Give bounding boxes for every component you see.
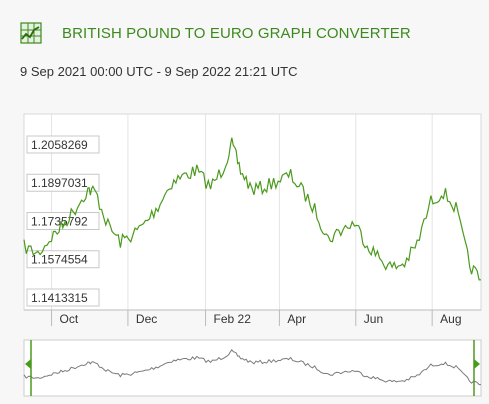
svg-text:1.1413315: 1.1413315 [31,291,88,305]
y-tick-label: 1.1735792 [26,212,100,230]
navigator-left-handle[interactable] [25,340,32,396]
date-range: 9 Sep 2021 00:00 UTC - 9 Sep 2022 21:21 … [20,64,298,79]
navigator-right-handle[interactable] [473,340,480,396]
chart-grid-icon [20,22,42,44]
x-tick-label: Dec [136,312,157,326]
x-tick-label: Feb 22 [214,312,252,326]
y-tick-label: 1.2058269 [26,135,100,154]
y-tick-label: 1.1413315 [26,288,100,307]
svg-text:1.1574554: 1.1574554 [31,253,88,267]
svg-text:1.1735792: 1.1735792 [31,215,88,229]
header: BRITISH POUND TO EURO GRAPH CONVERTER [20,22,411,44]
page-title: BRITISH POUND TO EURO GRAPH CONVERTER [62,24,411,42]
navigator-series-line [23,348,481,386]
x-tick-label: Oct [60,312,79,326]
svg-text:1.2058269: 1.2058269 [31,138,88,152]
y-tick-label: 1.1897031 [26,173,100,192]
x-tick-label: Jun [364,312,383,326]
y-tick-label: 1.1574554 [26,250,100,269]
main-series-line [23,137,482,281]
x-tick-label: Apr [287,312,306,326]
svg-text:1.1897031: 1.1897031 [31,176,88,190]
x-tick-label: Aug [440,312,461,326]
navigator-panel[interactable] [23,339,482,397]
